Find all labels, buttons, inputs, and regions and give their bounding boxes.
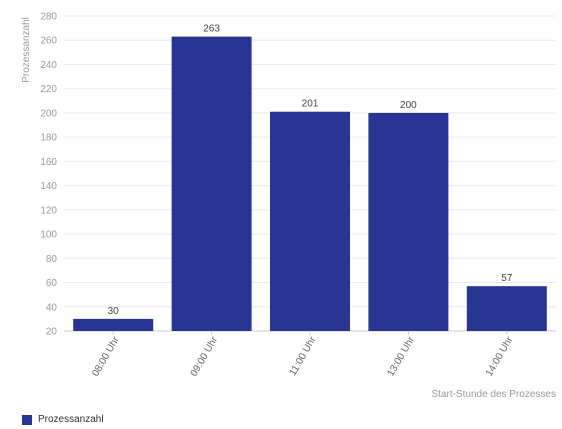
y-tick-label: 140 <box>40 181 57 192</box>
x-axis-title: Start-Stunde des Prozesses <box>431 389 556 400</box>
data-label-0: 30 <box>108 306 120 317</box>
bar-1[interactable] <box>171 36 252 331</box>
y-tick-label: 220 <box>40 84 57 95</box>
x-tick-label: 11:00 Uhr <box>287 334 318 377</box>
bar-0[interactable] <box>73 318 154 331</box>
y-tick-label: 100 <box>40 230 57 241</box>
x-axis-ticks: 08:00 Uhr 09:00 Uhr 11:00 Uhr 13:00 Uhr 14:0… <box>90 331 516 379</box>
y-tick-label: 60 <box>46 278 58 289</box>
y-tick-label: 280 <box>40 12 57 23</box>
y-tick-label: 80 <box>46 254 58 265</box>
y-tick-label: 240 <box>40 60 57 71</box>
legend-swatch <box>22 414 32 425</box>
data-labels: 30 263 201 200 57 <box>108 24 513 317</box>
y-tick-label: 120 <box>40 205 57 216</box>
bar-4[interactable] <box>466 286 547 331</box>
data-label-3: 200 <box>400 100 417 111</box>
legend[interactable]: Prozessanzahl <box>22 414 104 425</box>
y-tick-label: 160 <box>40 157 57 168</box>
bars <box>73 36 547 331</box>
bar-2[interactable] <box>270 111 350 331</box>
y-axis-title: Prozessanzahl <box>21 17 32 83</box>
y-axis-ticks: 20 40 60 80 100 120 140 160 180 200 220 240 260 280 <box>40 12 57 338</box>
x-tick-label: 13:00 Uhr <box>386 334 418 378</box>
x-tick-label: 09:00 Uhr <box>189 334 221 378</box>
y-tick-label: 260 <box>40 36 57 47</box>
x-tick-label: 14:00 Uhr <box>484 334 516 378</box>
x-tick-label: 08:00 Uhr <box>90 334 122 378</box>
y-tick-label: 40 <box>46 302 58 313</box>
data-label-4: 57 <box>501 273 513 284</box>
data-label-2: 201 <box>302 99 319 110</box>
legend-label: Prozessanzahl <box>38 414 104 425</box>
bar-3[interactable] <box>368 112 449 331</box>
y-tick-label: 20 <box>46 327 58 338</box>
data-label-1: 263 <box>203 24 220 35</box>
y-tick-label: 200 <box>40 108 57 119</box>
y-tick-label: 180 <box>40 133 57 144</box>
